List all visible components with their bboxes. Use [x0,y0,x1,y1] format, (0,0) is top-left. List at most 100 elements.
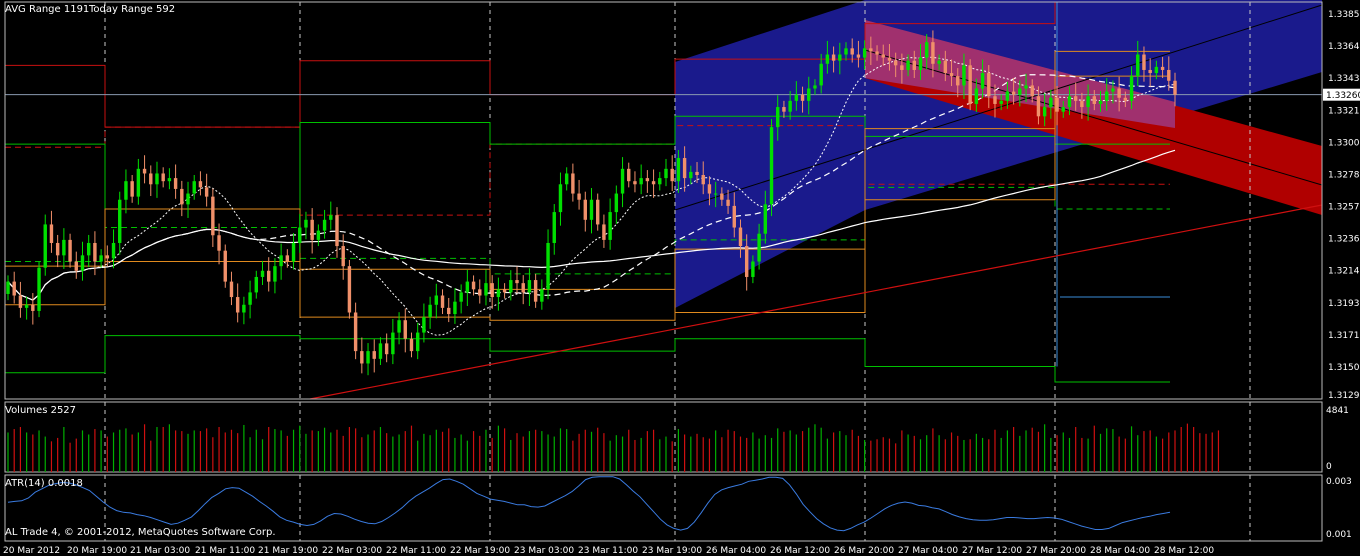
candle-body [99,255,103,262]
candle-body [353,312,358,352]
candle-body [949,73,954,77]
candle-body [329,215,333,220]
candle-body [962,65,966,86]
candle-body [43,224,47,268]
atr-series-line [7,476,1171,532]
candle-body [397,320,401,333]
candle-body [577,193,581,200]
candle-body [465,281,470,293]
candle-body [763,204,768,234]
candle-body [614,193,619,213]
candle-body [471,281,476,290]
pivot-levels [5,1,1323,400]
candle-body [1042,107,1047,117]
candle-body [645,178,650,182]
candle-body [695,171,699,176]
candle-body [713,193,718,195]
volume-frame [4,401,1323,473]
candle-body [881,54,885,58]
candle-body [248,292,252,305]
candle-body [478,289,482,296]
current-price-label: 1.33260 [1326,91,1360,101]
time-tick-label: 27 Mar 12:00 [962,546,1022,556]
candle-body [1160,66,1165,70]
candle-body [639,178,643,185]
time-tick-label: 26 Mar 12:00 [770,546,830,556]
candle-body [776,107,780,128]
candle-body [1086,96,1090,108]
candle-body [627,168,631,182]
candle-body [1049,97,1053,108]
candle-body [1148,69,1152,74]
candle-body [912,60,916,70]
candle-body [93,242,97,262]
candle-body [86,242,91,256]
candle-body [1154,66,1159,74]
candle-body [757,233,761,262]
price-tick-label: 1.33640 [1328,42,1360,52]
candle-body [813,85,817,89]
candle-body [521,283,525,293]
candle-body [552,212,556,243]
candle-body [689,171,693,179]
candle-body [1067,96,1072,108]
candle-body [428,304,432,318]
candle-body [924,42,929,58]
time-tick-label: 26 Mar 20:00 [834,546,894,556]
atr-pane[interactable]: 0.003 0.001 ATR(14) 0.0018 AL Trade 4, © … [5,475,1352,541]
main-subtitle: Today Range 592 [88,4,175,15]
candle-body [415,332,420,352]
volume-pane[interactable]: 4841 0 Volumes 2527 [5,402,1349,472]
candle-body [664,168,668,179]
candle-body [831,54,836,61]
candle-body [68,239,72,262]
time-axis: 20 Mar 2012 20 Mar 19:00 21 Mar 03:00 21 Ma… [3,546,1214,556]
candle-body [670,168,674,182]
candle-body [55,242,60,256]
candle-body [484,283,488,296]
time-tick-label: 23 Mar 11:00 [578,546,638,556]
candle-body [316,230,321,240]
channel-midline [674,4,1323,211]
candle-body [515,280,519,284]
time-tick-label: 22 Mar 03:00 [322,546,382,556]
candle-body [558,184,563,213]
candle-body [422,317,426,333]
pivot-mid-green [5,186,1170,275]
volume-bars [7,423,1220,472]
candle-body [186,193,190,205]
candle-body [62,239,66,256]
channel-midline-2 [864,49,1323,186]
candle-body [267,270,271,282]
candle-body [943,60,948,74]
candle-body [254,276,259,293]
atr-frame [4,474,1323,542]
candle-body [502,289,507,293]
candle-body [887,57,892,61]
candle-body [856,54,861,58]
candle-body [564,173,569,185]
price-tick-label: 1.33210 [1328,106,1360,116]
candle-body [769,127,774,205]
candle-body [807,88,811,101]
candle-body [726,199,730,206]
candle-body [74,261,78,271]
candle-body [993,96,997,104]
main-frame [4,1,1323,400]
candle-body [180,188,184,205]
atr-tick-max: 0.003 [1326,477,1352,487]
candle-body [838,54,842,61]
magenta-channel [865,20,1175,128]
candle-body [968,65,972,104]
candle-body [1105,91,1109,101]
candle-body [844,48,848,55]
candle-body [1173,80,1177,95]
candle-body [192,181,196,194]
main-price-pane[interactable]: 1.33855 1.33640 1.33430 1.33210 1.33000 1.327… [4,0,1360,542]
pivot-orange-upper [5,50,1170,313]
candle-body [918,57,923,70]
candle-body [1136,54,1140,77]
price-tick-label: 1.33000 [1328,138,1360,148]
candle-body [788,100,792,112]
candle-body [620,168,625,194]
